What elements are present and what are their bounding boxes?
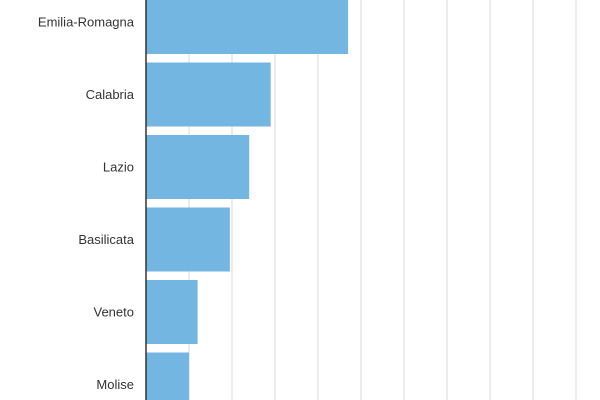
grid-lines xyxy=(188,0,577,400)
bars xyxy=(146,0,349,400)
bar-emilia-romagna xyxy=(146,0,349,54)
category-label: Veneto xyxy=(94,305,135,320)
bar-basilicata xyxy=(146,207,230,272)
category-label: Basilicata xyxy=(78,232,134,247)
category-labels: Emilia-Romagna Calabria Lazio Basilicata Ven… xyxy=(38,15,135,393)
category-label: Calabria xyxy=(86,87,135,102)
bar-veneto xyxy=(146,280,198,344)
bar-calabria xyxy=(146,62,271,127)
bar-molise xyxy=(146,352,189,400)
category-label: Lazio xyxy=(103,160,134,175)
category-label: Molise xyxy=(96,377,134,392)
bar-lazio xyxy=(146,135,250,199)
category-label: Emilia-Romagna xyxy=(38,15,135,30)
